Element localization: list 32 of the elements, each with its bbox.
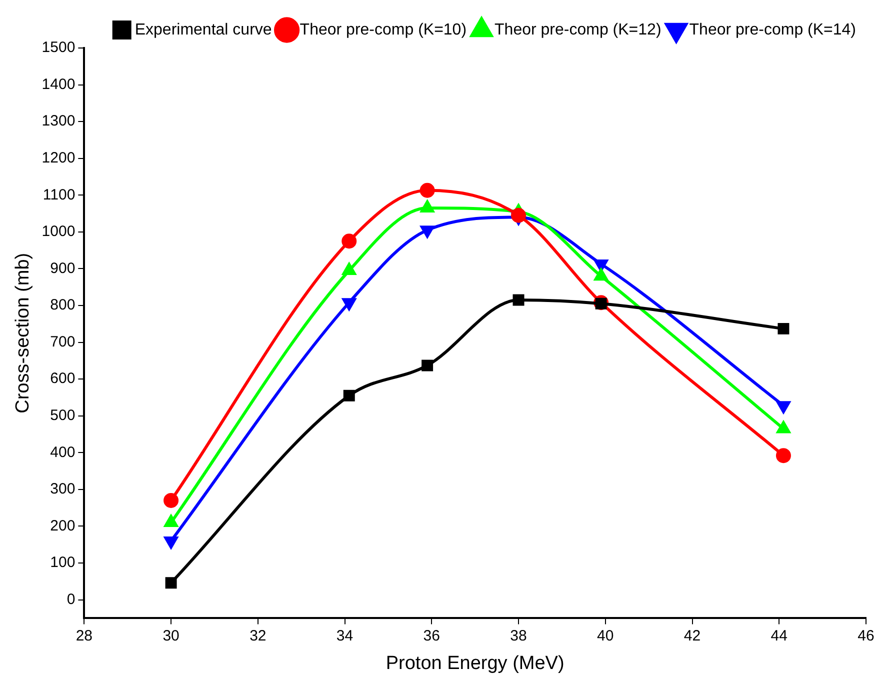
x-tick-label: 32 (250, 627, 266, 644)
y-tick-label: 400 (50, 444, 76, 461)
x-tick-label: 40 (597, 627, 614, 644)
y-tick-label: 0 (66, 590, 76, 608)
y-tick-label: 1200 (42, 150, 76, 166)
x-tick-label: 36 (423, 627, 440, 644)
x-tick-label: 42 (684, 627, 701, 644)
legend-label: Theor pre-comp (K=12) (494, 21, 662, 38)
y-tick-label: 1100 (42, 186, 76, 204)
legend-label: Experimental curve (134, 21, 272, 38)
legend-label: Theor pre-comp (K=10) (300, 21, 467, 38)
y-tick-label: 1300 (42, 112, 76, 130)
y-tick-label: 1000 (42, 223, 76, 240)
x-tick-label: 30 (162, 627, 180, 644)
x-tick-label: 46 (858, 627, 874, 644)
x-axis-title: Proton Energy (MeV) (386, 652, 564, 674)
x-tick-label: 38 (510, 627, 527, 644)
y-tick-label: 900 (50, 260, 76, 277)
y-tick-label: 600 (50, 370, 76, 388)
y-tick-label: 1400 (42, 76, 76, 93)
y-tick-label: 700 (50, 333, 76, 350)
x-tick-label: 34 (336, 627, 354, 644)
y-tick-label: 300 (50, 480, 76, 498)
y-tick-label: 800 (50, 296, 76, 314)
y-tick-label: 1500 (42, 39, 76, 56)
x-tick-label: 28 (76, 627, 93, 644)
y-tick-label: 100 (50, 554, 76, 572)
legend-label: Theor pre-comp (K=14) (689, 21, 856, 38)
x-tick-label: 44 (770, 627, 788, 644)
y-tick-label: 200 (50, 517, 76, 534)
y-tick-label: 500 (50, 407, 76, 424)
y-axis-title: Cross-section (mb) (12, 252, 34, 414)
